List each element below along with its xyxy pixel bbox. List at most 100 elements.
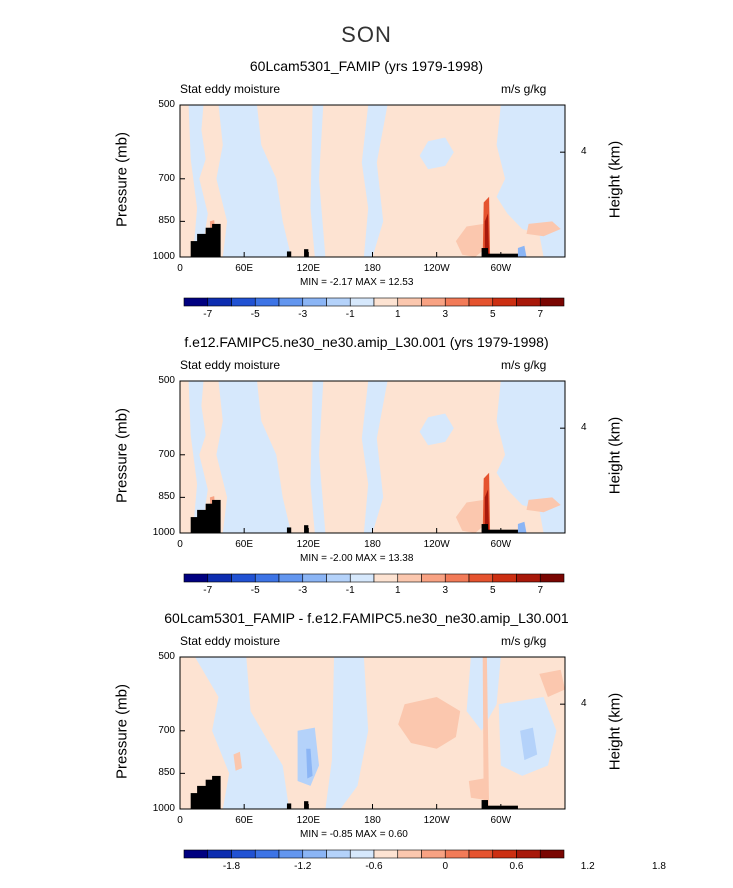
x-tick-label: 120W: [423, 263, 450, 274]
contour-field: [180, 381, 565, 533]
height-tick-label: 4: [581, 146, 587, 158]
negative-region: [188, 105, 208, 257]
negative-region: [188, 381, 208, 533]
colorbar-swatch: [231, 573, 256, 583]
colorbar-swatch: [397, 849, 422, 859]
colorbar-swatch: [421, 849, 446, 859]
y-tick-label: 500: [158, 651, 175, 662]
land-mask: [481, 800, 488, 809]
negative-region: [419, 413, 454, 446]
colorbar-swatch: [207, 573, 232, 583]
x-tick-label: 120E: [296, 815, 320, 826]
colorbar-label: -1.2: [294, 861, 312, 872]
colorbar-swatch: [397, 297, 422, 307]
colorbar-swatch: [326, 297, 351, 307]
y-tick-label: 850: [158, 491, 175, 503]
colorbar-label: -7: [203, 309, 213, 320]
y-tick-label: 850: [158, 767, 175, 779]
colorbar-label: 0.6: [509, 861, 524, 872]
negative-region: [361, 105, 388, 257]
colorbar-swatch: [516, 297, 541, 307]
negative-region: [325, 657, 369, 809]
colorbar-swatch: [349, 297, 375, 307]
colorbar-swatch: [492, 573, 517, 583]
colorbar-swatch: [444, 849, 470, 859]
colorbar-swatch: [278, 297, 304, 307]
right-string: m/s g/kg: [501, 358, 547, 372]
x-tick-label: 0: [177, 815, 183, 826]
x-tick-label: 120E: [296, 539, 320, 550]
y-tick-label: 500: [158, 99, 175, 110]
colorbar-label: -0.6: [365, 861, 383, 872]
colorbar-swatch: [302, 849, 327, 859]
colorbar-swatch: [278, 849, 304, 859]
negative-region: [310, 381, 326, 533]
x-tick-label: 120E: [296, 263, 320, 274]
land-mask: [488, 805, 518, 809]
right-axis-title: Height (km): [606, 140, 624, 219]
negative-region: [195, 657, 290, 809]
negative-region: [306, 748, 313, 779]
x-tick-label: 60W: [490, 815, 512, 826]
colorbar-swatch: [444, 297, 470, 307]
min-max-label: MIN = -0.85 MAX = 0.60: [300, 829, 408, 840]
positive-region: [180, 681, 202, 786]
colorbar-label: 1: [394, 585, 401, 596]
colorbar-swatch: [373, 573, 399, 583]
colorbar-swatch: [373, 849, 399, 859]
panel-3: [179, 656, 566, 859]
positive-region: [526, 497, 561, 513]
panel-title: 60Lcam5301_FAMIP (yrs 1979-1998): [249, 58, 484, 74]
colorbar: [183, 849, 565, 859]
positive-region: [482, 657, 490, 809]
land-mask: [286, 803, 292, 809]
colorbar-label: 3: [442, 585, 449, 596]
colorbar-label: -1: [345, 585, 355, 596]
panel-title: 60Lcam5301_FAMIP - f.e12.FAMIPC5.ne30_ne…: [164, 610, 569, 626]
right-axis-title: Height (km): [606, 692, 624, 771]
colorbar-swatch: [302, 297, 327, 307]
negative-region: [310, 105, 326, 257]
min-max-label: MIN = -2.17 MAX = 12.53: [300, 277, 414, 288]
colorbar-swatch: [516, 573, 541, 583]
colorbar-swatch: [254, 297, 280, 307]
colorbar-label: -1: [345, 309, 355, 320]
colorbar-swatch: [231, 849, 256, 859]
y-tick-label: 700: [158, 172, 175, 184]
colorbar-label: -3: [298, 309, 308, 320]
colorbar-label: 7: [537, 585, 544, 596]
colorbar-swatch: [326, 849, 351, 859]
y-tick-label: 1000: [152, 251, 175, 262]
y-tick-label: 500: [158, 375, 175, 386]
right-axis-title: Height (km): [606, 416, 624, 495]
colorbar-swatch: [468, 573, 494, 583]
y-tick-label: 700: [158, 448, 175, 460]
y-axis-title: Pressure (mb): [113, 131, 131, 228]
positive-region: [455, 223, 486, 257]
land-mask: [286, 251, 292, 257]
land-mask: [481, 524, 488, 533]
colorbar-swatch: [302, 573, 327, 583]
land-mask: [304, 249, 309, 257]
x-tick-label: 0: [177, 539, 183, 550]
colorbar-label: 5: [489, 309, 496, 320]
negative-region: [496, 381, 565, 533]
height-tick-label: 4: [581, 698, 587, 710]
y-tick-label: 1000: [152, 803, 175, 814]
colorbar-swatch: [397, 573, 422, 583]
colorbar-label: 1: [394, 309, 401, 320]
colorbar-label: 0: [442, 861, 449, 872]
y-tick-label: 700: [158, 724, 175, 736]
land-mask: [205, 227, 217, 257]
colorbar-label: 3: [442, 309, 449, 320]
x-tick-label: 180: [364, 263, 381, 274]
land-mask: [304, 801, 309, 809]
colorbar-swatch: [254, 573, 280, 583]
land-mask: [212, 775, 221, 809]
x-tick-label: 60E: [235, 539, 254, 550]
panel-2: [179, 380, 566, 583]
colorbar-swatch: [349, 573, 375, 583]
colorbar-swatch: [326, 573, 351, 583]
colorbar-label: -1.8: [222, 861, 241, 872]
